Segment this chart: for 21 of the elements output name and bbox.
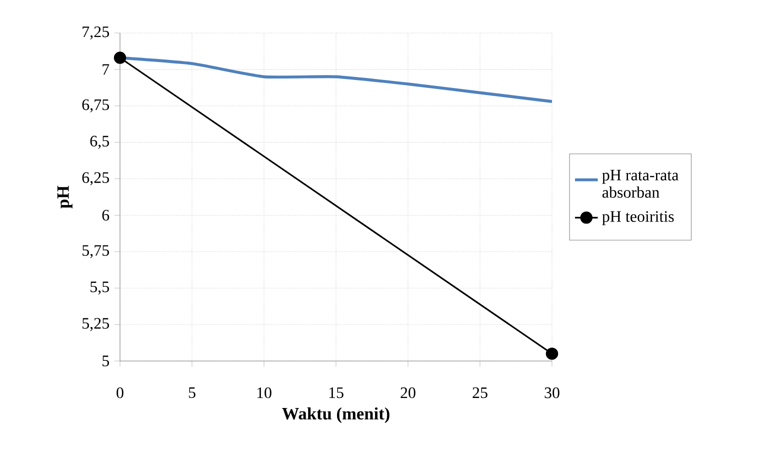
x-tick-label: 15: [329, 387, 344, 398]
y-tick-label: 7,25: [82, 26, 109, 40]
legend-label: pH teoiritis: [602, 211, 674, 226]
x-tick-label: 10: [257, 387, 272, 398]
y-axis-title: pH: [57, 186, 72, 208]
y-tick-label: 6: [102, 210, 110, 221]
y-tick-label: 5,5: [90, 282, 109, 295]
y-tick-label: 5,25: [82, 318, 109, 332]
y-tick-label: 6,5: [90, 136, 109, 149]
y-tick-label: 6,25: [82, 172, 109, 186]
x-tick-label: 25: [472, 387, 488, 398]
x-axis-title: Waktu (menit): [282, 407, 390, 424]
x-tick-label: 20: [400, 387, 416, 398]
x-tick-label: 30: [544, 387, 560, 398]
legend-label: pH rata-rata absorban: [602, 170, 679, 198]
y-tick-label: 6,75: [82, 99, 109, 112]
y-tick-label: 7: [102, 64, 110, 75]
x-tick-label: 5: [188, 387, 196, 398]
y-tick-label: 5: [102, 356, 109, 366]
x-tick-label: 0: [116, 387, 124, 398]
y-tick-label: 5,75: [82, 245, 109, 258]
